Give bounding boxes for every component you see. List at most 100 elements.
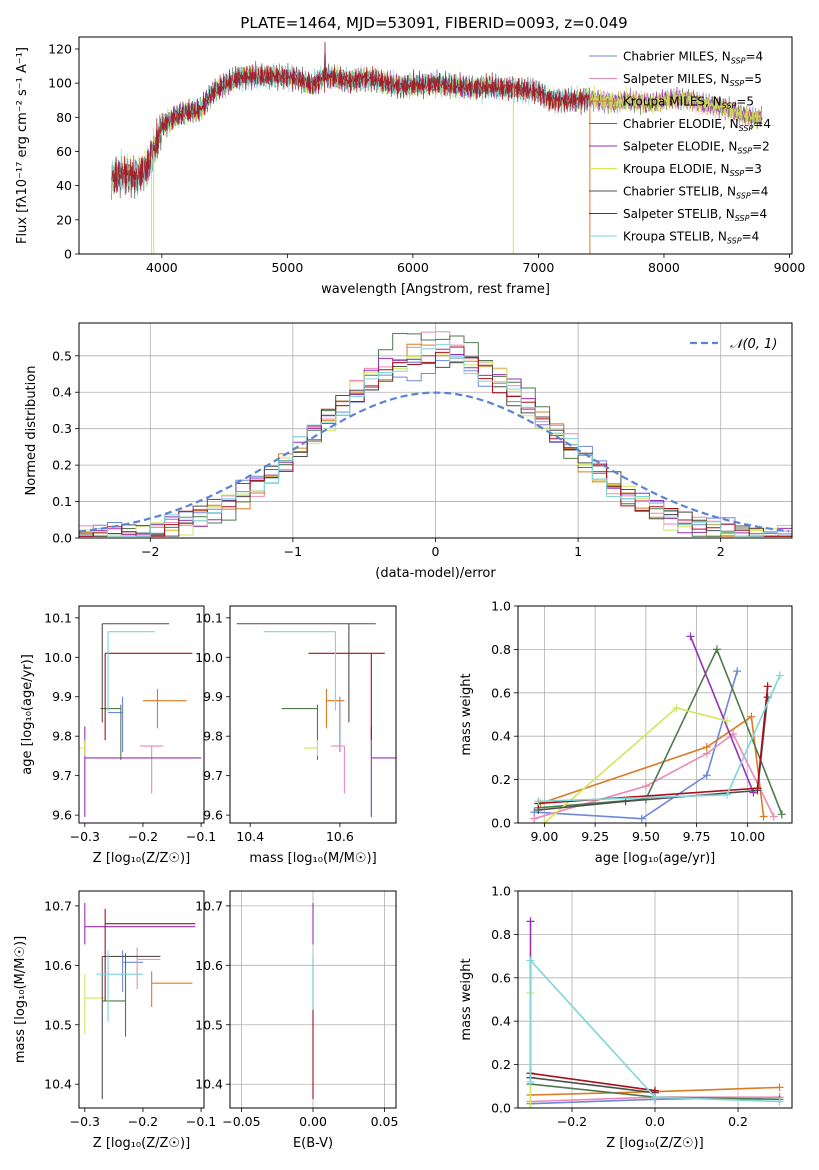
y-axis-label: Normed distribution (24, 366, 39, 496)
x-tick-label: −0.05 (222, 1114, 260, 1129)
y-tick-label: 0.4 (491, 729, 511, 744)
x-tick-label: 9000 (774, 260, 806, 275)
y-tick-label: 0.2 (491, 772, 511, 787)
weight-marker (753, 784, 762, 793)
weight-marker (775, 1097, 784, 1106)
y-tick-label: 100 (48, 76, 72, 91)
normal-curve (79, 391, 790, 533)
plot-area (518, 606, 792, 823)
x-tick-label: 0.0 (645, 1114, 665, 1129)
y-tick-label: 120 (48, 41, 72, 56)
weight-marker (733, 667, 742, 676)
x-tick-label: 9.50 (632, 829, 660, 844)
weight-marker (526, 917, 535, 926)
y-tick-label: 1.0 (491, 599, 511, 614)
x-tick-label: 7000 (523, 260, 555, 275)
weight-marker (747, 712, 756, 721)
weight-marker (749, 788, 758, 797)
y-tick-label: 10.6 (44, 958, 72, 973)
x-tick-label: 9.25 (581, 829, 609, 844)
y-tick-label: 0.8 (491, 927, 511, 942)
legend-label: Chabrier MILES, NSSP=4 (623, 50, 763, 66)
panel-weight-vs-Z: −0.2 0.0 0.2 0.0 0.2 0.4 0.6 0.8 1.0 Z [log₁₀(Z/Z… (459, 884, 793, 1151)
x-tick-label: 9.75 (683, 829, 711, 844)
x-axis-label: mass [log₁₀(M/M☉)] (249, 851, 376, 866)
weight-marker (672, 703, 681, 712)
x-tick-label: 0.00 (299, 1114, 327, 1129)
legend-label: Kroupa MILES, NSSP=5 (623, 95, 754, 111)
legend-label: Salpeter ELODIE, NSSP=2 (623, 140, 770, 156)
x-tick-label: 0 (432, 544, 440, 559)
y-tick-label: 60 (56, 144, 72, 159)
x-tick-label: −2 (141, 544, 159, 559)
x-axis-label: wavelength [Angstrom, rest frame] (321, 282, 550, 297)
y-tick-label: 0.1 (52, 494, 72, 509)
plot-area (518, 891, 792, 1108)
weight-marker (712, 645, 721, 654)
y-tick-label: 9.6 (52, 808, 72, 823)
weight-line-8 (529, 958, 780, 1103)
y-tick-label: 0.0 (52, 531, 72, 546)
y-tick-label: 10.7 (195, 898, 223, 913)
y-tick-label: 10.5 (195, 1017, 223, 1032)
axes-frame (229, 605, 397, 824)
weight-marker (702, 771, 711, 780)
x-tick-label: −0.2 (128, 1114, 158, 1129)
histogram-5 (79, 348, 792, 537)
x-tick-label: 8000 (648, 260, 680, 275)
axes-frame (78, 890, 205, 1109)
legend-label: Kroupa ELODIE, NSSP=3 (623, 162, 762, 178)
x-tick-label: −0.3 (70, 1114, 100, 1129)
y-tick-label: 9.6 (203, 808, 223, 823)
x-axis-label: (data-model)/error (375, 566, 496, 581)
weight-marker (526, 1077, 535, 1086)
axes-frame (517, 605, 793, 824)
x-tick-label: 10.00 (729, 829, 765, 844)
y-tick-label: 9.9 (203, 689, 223, 704)
y-tick-label: 9.8 (52, 729, 72, 744)
x-tick-label: 2 (717, 544, 725, 559)
legend-label: Salpeter STELIB, NSSP=4 (623, 207, 767, 223)
y-tick-label: 10.0 (44, 650, 72, 665)
y-tick-label: 0.8 (491, 642, 511, 657)
spectrum-line-7 (111, 42, 590, 199)
x-tick-label: −1 (284, 544, 302, 559)
y-tick-label: 10.1 (44, 610, 72, 625)
weight-line-6 (530, 1076, 656, 1094)
x-axis-label: Z [log₁₀(Z/Z☉)] (93, 1136, 190, 1151)
y-tick-label: 10.0 (195, 650, 223, 665)
y-axis-label: mass weight (459, 673, 474, 755)
y-tick-label: 0.4 (52, 385, 72, 400)
y-axis-label: mass [log₁₀(M/M☉)] (13, 936, 28, 1063)
weight-marker (775, 1083, 784, 1092)
y-tick-label: 0.3 (52, 421, 72, 436)
x-axis-label: E(B-V) (293, 1136, 333, 1151)
y-tick-label: 0.2 (491, 1057, 511, 1072)
weight-marker (540, 819, 549, 823)
legend-label: 𝒩(0, 1) (730, 337, 777, 352)
plot-area (236, 623, 396, 818)
legend-label: Kroupa STELIB, NSSP=4 (623, 230, 759, 246)
weight-marker (641, 782, 650, 791)
x-tick-label: 10.4 (236, 829, 264, 844)
panel-weight-vs-age: 9.00 9.25 9.50 9.75 10.00 0.0 0.2 0.4 0.6 0.8 1.0 a… (459, 599, 793, 866)
y-axis-label: Flux [fλ10⁻¹⁷ erg cm⁻² s⁻¹ A⁻¹] (15, 47, 30, 244)
x-tick-label: −0.1 (186, 829, 216, 844)
x-axis-label: age [log₁₀(age/yr)] (595, 851, 716, 866)
weight-marker (686, 632, 695, 641)
y-tick-label: 0 (64, 247, 72, 262)
y-tick-label: 10.6 (195, 958, 223, 973)
weight-marker (530, 814, 539, 823)
x-tick-label: −0.3 (70, 829, 100, 844)
y-tick-label: 0.0 (491, 1101, 511, 1116)
y-tick-label: 1.0 (491, 884, 511, 899)
y-tick-label: 0.5 (52, 348, 72, 363)
plot-panels: 4000 5000 6000 7000 8000 9000020406080100120w… (13, 36, 806, 1151)
weight-line-4 (689, 636, 755, 793)
plot-area (84, 902, 196, 1100)
weight-marker (769, 812, 778, 821)
x-tick-label: 1 (574, 544, 582, 559)
weight-marker (526, 1104, 535, 1108)
x-tick-label: 5000 (271, 260, 303, 275)
